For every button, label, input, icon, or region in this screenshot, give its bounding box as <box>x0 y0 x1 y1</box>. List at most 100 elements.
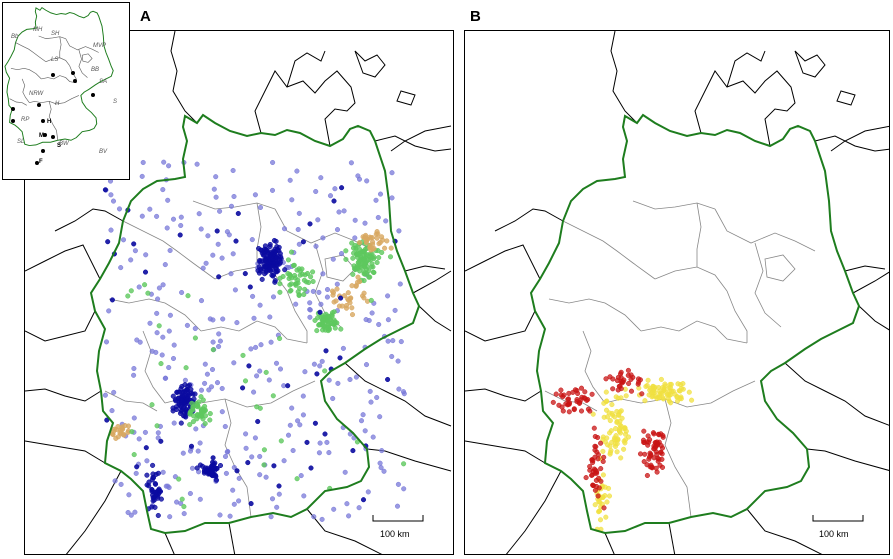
occurrence-point-green <box>304 270 311 277</box>
coastline-11 <box>604 532 615 554</box>
occurrence-point-cluster <box>639 391 645 397</box>
state-boundary-4 <box>256 202 262 267</box>
occurrence-point-blue-light <box>197 440 203 446</box>
occurrence-point-cluster <box>550 399 556 405</box>
occurrence-point-green <box>322 368 328 374</box>
occurrence-point-cluster <box>364 252 370 258</box>
occurrence-point-blue-light <box>219 409 225 415</box>
occurrence-point-blue-light <box>131 365 137 372</box>
occurrence-point-blue-light <box>320 235 326 241</box>
occurrence-point-cluster <box>343 248 349 254</box>
occurrence-point-blue-dark <box>323 348 329 354</box>
occurrence-point-blue-light <box>202 361 208 367</box>
inset-state-label: LS <box>51 57 58 63</box>
occurrence-point-cluster <box>642 451 648 457</box>
occurrence-point-blue-light <box>270 159 276 166</box>
occurrence-point-green <box>278 438 284 444</box>
inset-state-boundary <box>15 42 47 63</box>
occurrence-point-blue-light <box>385 338 391 344</box>
occurrence-point-blue-dark <box>331 198 337 204</box>
occurrence-point-cluster <box>376 255 382 261</box>
occurrence-point-cluster <box>272 278 278 284</box>
coastline-5 <box>54 208 124 232</box>
coastline-8 <box>25 388 102 402</box>
occurrence-point-cluster <box>266 266 272 272</box>
occurrence-point-cluster <box>600 437 606 443</box>
occurrence-point-blue-light <box>155 435 161 441</box>
inset-site-dot <box>11 107 15 111</box>
occurrence-point-blue-light <box>166 364 172 371</box>
occurrence-point-blue-light <box>182 377 188 383</box>
occurrence-point-blue-light <box>193 426 199 432</box>
occurrence-point-blue-dark <box>338 295 344 301</box>
occurrence-point-blue-light <box>215 241 221 247</box>
occurrence-point-blue-light <box>170 355 177 362</box>
occurrence-point-blue-light <box>334 227 341 233</box>
inset-state-label: SH <box>51 31 60 37</box>
occurrence-point-cluster <box>288 287 294 294</box>
occurrence-point-blue-light <box>330 395 336 402</box>
coastline-16 <box>852 271 889 294</box>
occurrence-point-blue-light <box>202 380 208 386</box>
occurrence-point-cluster <box>674 394 680 400</box>
occurrence-point-cluster <box>659 451 665 457</box>
occurrence-point-green <box>294 476 300 482</box>
occurrence-point-cluster <box>593 477 599 483</box>
coastline-18 <box>814 135 889 152</box>
occurrence-point-blue-dark <box>240 385 246 391</box>
occurrence-point-blue-light <box>162 262 168 268</box>
scale-bar-label-b: 100 km <box>819 529 849 539</box>
occurrence-point-blue-light <box>106 308 112 314</box>
occurrence-point-green <box>254 404 260 410</box>
occurrence-point-green <box>368 297 374 303</box>
occurrence-point-cluster <box>277 281 283 287</box>
occurrence-point-blue-dark <box>188 443 195 449</box>
occurrence-point-blue-dark <box>285 383 291 389</box>
occurrence-point-cluster <box>644 382 650 389</box>
occurrence-point-cluster <box>618 423 624 429</box>
occurrence-point-blue-light <box>295 418 301 424</box>
occurrence-point-cluster <box>650 430 656 436</box>
coastline-3 <box>794 50 826 78</box>
occurrence-point-cluster <box>618 369 624 375</box>
occurrence-point-blue-light <box>285 432 292 438</box>
occurrence-point-blue-light <box>348 160 354 166</box>
occurrence-point-blue-light <box>324 294 330 300</box>
state-boundary-13 <box>764 254 796 282</box>
occurrence-point-blue-light <box>385 317 391 323</box>
occurrence-point-cluster <box>190 404 197 410</box>
occurrence-point-blue-light <box>319 516 325 522</box>
occurrence-point-blue-light <box>310 288 316 294</box>
occurrence-point-cluster <box>560 408 566 414</box>
occurrence-point-blue-light <box>133 470 139 476</box>
inset-state-boundary <box>29 95 80 105</box>
occurrence-point-blue-light <box>110 198 117 204</box>
occurrence-point-cluster <box>173 406 180 413</box>
occurrence-point-blue-light <box>277 366 284 372</box>
occurrence-point-cluster <box>202 421 208 427</box>
occurrence-point-blue-light <box>364 178 370 184</box>
state-boundary-0 <box>192 200 276 210</box>
occurrence-point-cluster <box>280 273 286 280</box>
occurrence-point-blue-light <box>160 469 166 475</box>
occurrence-point-blue-light <box>147 320 153 326</box>
occurrence-point-blue-light <box>324 439 330 445</box>
inset-site-dot <box>41 119 45 123</box>
occurrence-point-blue-light <box>112 478 118 484</box>
occurrence-point-cluster <box>175 395 181 401</box>
state-boundary-2 <box>122 220 216 280</box>
scale-bar <box>812 515 864 522</box>
coastline-0 <box>170 31 198 124</box>
occurrence-point-blue-light <box>340 345 346 351</box>
occurrence-point-cluster <box>610 386 616 392</box>
occurrence-point-cluster <box>374 259 380 266</box>
coastline-7 <box>465 310 536 342</box>
occurrence-point-green <box>401 461 407 467</box>
occurrence-point-blue-light <box>346 513 352 519</box>
occurrence-point-blue-dark <box>276 483 282 489</box>
occurrence-point-cluster <box>645 377 651 383</box>
occurrence-point-cluster <box>350 271 356 277</box>
occurrence-point-cluster <box>361 290 367 296</box>
occurrence-point-blue-light <box>394 503 401 509</box>
occurrence-point-blue-dark <box>235 210 241 217</box>
